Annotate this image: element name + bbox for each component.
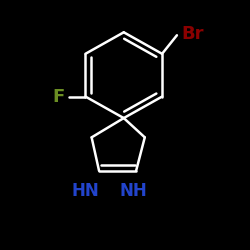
- Text: F: F: [52, 88, 64, 106]
- Text: HN: HN: [72, 182, 99, 200]
- Text: NH: NH: [120, 182, 148, 200]
- Text: Br: Br: [182, 24, 204, 42]
